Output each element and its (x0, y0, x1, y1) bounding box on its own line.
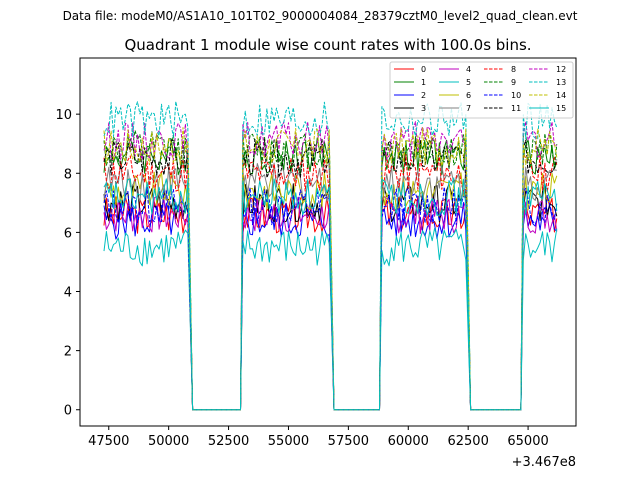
series-line-14 (103, 127, 558, 411)
x-tick-label: 52500 (208, 434, 249, 449)
legend-label-15: 15 (556, 104, 566, 113)
chart-title: Quadrant 1 module wise count rates with … (124, 36, 531, 54)
series-line-5 (103, 227, 558, 411)
legend-label-6: 6 (466, 91, 471, 100)
legend-label-9: 9 (511, 78, 516, 87)
x-offset-label: +3.467e8 (512, 455, 576, 470)
legend-label-0: 0 (421, 65, 426, 74)
x-tick-label: 65000 (507, 434, 548, 449)
series-line-4 (103, 195, 558, 411)
series-line-11 (103, 138, 558, 411)
y-tick-label: 6 (64, 226, 72, 241)
series-line-10 (103, 186, 558, 411)
series-line-3 (103, 183, 558, 411)
legend-label-12: 12 (556, 65, 566, 74)
legend-label-2: 2 (421, 91, 426, 100)
series-line-12 (103, 121, 557, 411)
axes-frame (79, 57, 577, 427)
y-tick-label: 10 (55, 108, 72, 123)
legend-label-8: 8 (511, 65, 516, 74)
legend-label-13: 13 (556, 78, 566, 87)
legend-label-14: 14 (556, 91, 566, 100)
series-line-8 (103, 153, 558, 411)
x-tick-label: 57500 (328, 434, 369, 449)
y-tick-label: 8 (64, 167, 72, 182)
chart-suptitle: Data file: modeM0/AS1A10_101T02_90000040… (63, 9, 578, 23)
legend-label-5: 5 (466, 78, 471, 87)
y-tick-label: 0 (64, 404, 72, 419)
legend-label-1: 1 (421, 78, 426, 87)
legend-label-10: 10 (511, 91, 521, 100)
x-tick-label: 50000 (148, 434, 189, 449)
series-line-13 (103, 101, 558, 411)
legend-box (389, 61, 574, 119)
y-tick-label: 2 (64, 345, 72, 360)
x-tick-label: 55000 (268, 434, 309, 449)
series-line-15 (103, 177, 558, 411)
plot-lines (103, 101, 558, 411)
legend-label-4: 4 (466, 65, 471, 74)
x-axis: 47500 50000 52500 55000 57500 60000 62500 65000 (88, 426, 549, 449)
x-tick-label: 62500 (447, 434, 488, 449)
y-tick-label: 4 (64, 286, 72, 301)
y-axis: 0 2 4 6 8 10 (55, 108, 80, 419)
legend-label-7: 7 (466, 104, 471, 113)
legend-label-3: 3 (421, 104, 426, 113)
x-tick-label: 47500 (88, 434, 129, 449)
x-tick-label: 60000 (388, 434, 429, 449)
legend-label-11: 11 (511, 104, 521, 113)
